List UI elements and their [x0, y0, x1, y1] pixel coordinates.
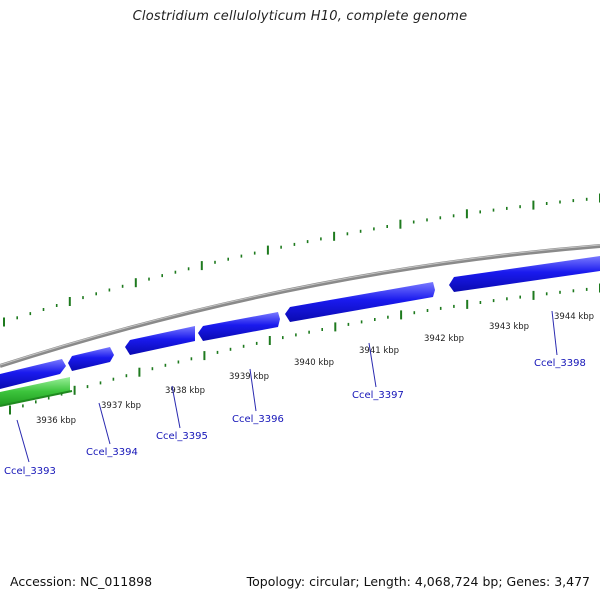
gene-label-ccel-3396[interactable]: Ccel_3396	[232, 414, 284, 425]
outer-tick-ring	[3, 193, 600, 327]
kbp-label: 3944 kbp	[554, 312, 594, 322]
kbp-label: 3939 kbp	[229, 372, 269, 382]
gene-arrow-left-partial[interactable]	[0, 359, 66, 389]
gene-arrow-ccel-3395[interactable]	[125, 326, 195, 355]
genome-stats-text: Topology: circular; Length: 4,068,724 bp…	[246, 574, 590, 589]
leader-line-ccel-3397	[368, 342, 377, 388]
gene-arrow-ccel-3397[interactable]	[285, 282, 435, 322]
kbp-label: 3936 kbp	[36, 416, 76, 426]
gene-arrow-ccel-3396[interactable]	[198, 312, 280, 341]
gene-arrow-ccel-3394[interactable]	[68, 347, 114, 371]
gene-arrow-ccel-3393[interactable]	[0, 377, 70, 406]
gene-labels: Ccel_3393 Ccel_3394 Ccel_3395 Ccel_3396 …	[4, 358, 586, 477]
gene-label-ccel-3398[interactable]: Ccel_3398	[534, 358, 586, 369]
genome-backbone-highlight	[0, 244, 600, 366]
kbp-label: 3940 kbp	[294, 358, 334, 368]
accession-text: Accession: NC_011898	[10, 574, 153, 589]
leader-line-ccel-3396	[249, 368, 257, 412]
gene-label-ccel-3395[interactable]: Ccel_3395	[156, 431, 208, 442]
leader-line-ccel-3395	[171, 385, 181, 429]
reverse-gene-track	[0, 377, 73, 407]
kbp-label: 3937 kbp	[101, 401, 141, 411]
gene-arrow-ccel-3393-edge	[0, 390, 73, 407]
forward-gene-track	[0, 256, 600, 389]
kbp-label: 3938 kbp	[165, 386, 205, 396]
gene-label-ccel-3393[interactable]: Ccel_3393	[4, 466, 56, 477]
kbp-label: 3942 kbp	[424, 334, 464, 344]
kbp-label: 3941 kbp	[359, 346, 399, 356]
leader-line-ccel-3394	[98, 402, 111, 445]
kbp-scale-labels: 3936 kbp 3937 kbp 3938 kbp 3939 kbp 3940…	[36, 312, 594, 426]
map-title: Clostridium cellulolyticum H10, complete…	[132, 9, 468, 24]
gene-label-ccel-3397[interactable]: Ccel_3397	[352, 390, 404, 401]
genome-backbone	[0, 244, 600, 368]
kbp-label: 3943 kbp	[489, 322, 529, 332]
leader-line-ccel-3393	[16, 419, 30, 463]
leader-line-ccel-3398	[551, 310, 558, 356]
gene-label-ccel-3394[interactable]: Ccel_3394	[86, 447, 138, 458]
gene-arrow-ccel-3398[interactable]	[449, 256, 600, 292]
inner-tick-ring	[9, 283, 600, 415]
gene-leader-lines	[16, 310, 558, 463]
